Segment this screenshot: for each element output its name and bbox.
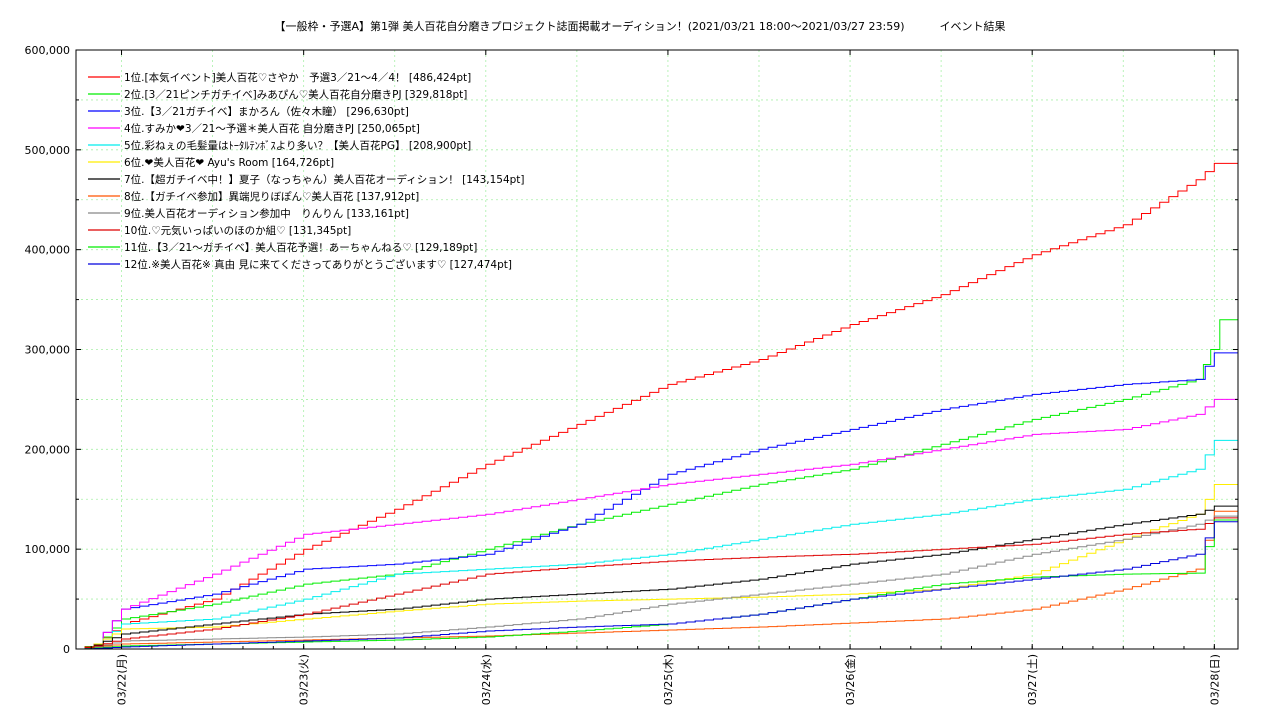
series-line — [76, 517, 1238, 650]
legend-entry: 7位.【超ガチイベ中！】夏子（なっちゃん）美人百花オーディション！ [143,1… — [124, 173, 525, 186]
legend-entry: 5位.彩ねぇの毛髪量はﾄｰﾀﾙﾃﾝﾎﾞｽより多い？【美人百花PG】 [208,9… — [124, 139, 471, 152]
legend-entry: 3位.【3／21ガチイベ】まかろん（佐々木瞳） [296,630pt] — [124, 105, 409, 118]
chart-title: 【一般枠・予選A】第1弾 美人百花自分磨きプロジェクト誌面掲載オーディション！(… — [274, 20, 1006, 33]
series-line — [76, 521, 1238, 650]
series-line — [76, 439, 1238, 650]
series-line — [76, 510, 1238, 650]
y-tick-label: 100,000 — [25, 543, 71, 556]
series-line — [76, 319, 1238, 650]
axis-layer: 0 100,000 200,000 300,000 400,000 500,000 600,… — [25, 44, 1238, 705]
x-tick-label: 03/24(水) — [480, 654, 493, 705]
y-tick-label: 0 — [63, 643, 70, 656]
y-tick-label: 600,000 — [25, 44, 71, 57]
series-line — [76, 398, 1238, 650]
x-tick-label: 03/22(月) — [116, 654, 129, 705]
series-line — [76, 519, 1238, 650]
legend-entry: 9位.美人百花オーディション参加中 りんりん [133,161pt] — [124, 207, 409, 220]
legend-entry: 8位.【ガチイベ参加】異端児りぼぽん♡美人百花 [137,912pt] — [124, 190, 419, 203]
series-layer — [76, 162, 1238, 650]
y-tick-label: 400,000 — [25, 244, 71, 257]
legend-entry: 2位.[3／21ピンチガチイベ]みあぴん♡美人百花自分磨きPJ [329,818… — [124, 88, 467, 101]
x-tick-label: 03/28(日) — [1208, 654, 1221, 705]
x-tick-label: 03/25(木) — [662, 654, 675, 705]
series-line — [76, 484, 1238, 650]
legend: 1位.[本気イベント]美人百花♡さやか 予選3／21〜4／4！ [486,424… — [88, 71, 525, 271]
y-tick-label: 500,000 — [25, 144, 71, 157]
legend-entry: 1位.[本気イベント]美人百花♡さやか 予選3／21〜4／4！ [486,424… — [124, 71, 471, 84]
y-tick-label: 200,000 — [25, 443, 71, 456]
legend-entry: 10位.♡元気いっぱいのほのか組♡ [131,345pt] — [124, 224, 351, 237]
x-tick-label: 03/26(金) — [843, 654, 857, 705]
series-line — [76, 505, 1238, 650]
x-tick-label: 03/27(土) — [1026, 654, 1039, 705]
y-tick-label: 300,000 — [25, 344, 71, 357]
x-tick-label: 03/23(火) — [298, 654, 311, 705]
legend-entry: 11位.【3／21〜ガチイベ】美人百花予選！あーちゃんねる♡ [129,189p… — [124, 241, 477, 254]
legend-entry: 4位.すみか❤3／21〜予選＊美人百花 自分磨きPJ [250,065pt] — [124, 122, 420, 135]
series-line — [76, 162, 1238, 650]
series-line — [76, 352, 1238, 650]
legend-entry: 12位.※美人百花※ 真由 見に来てくださってありがとうございます♡ [127,… — [124, 258, 512, 271]
series-line — [76, 515, 1238, 650]
legend-entry: 6位.❤美人百花❤ Ayu's Room [164,726pt] — [124, 156, 334, 169]
